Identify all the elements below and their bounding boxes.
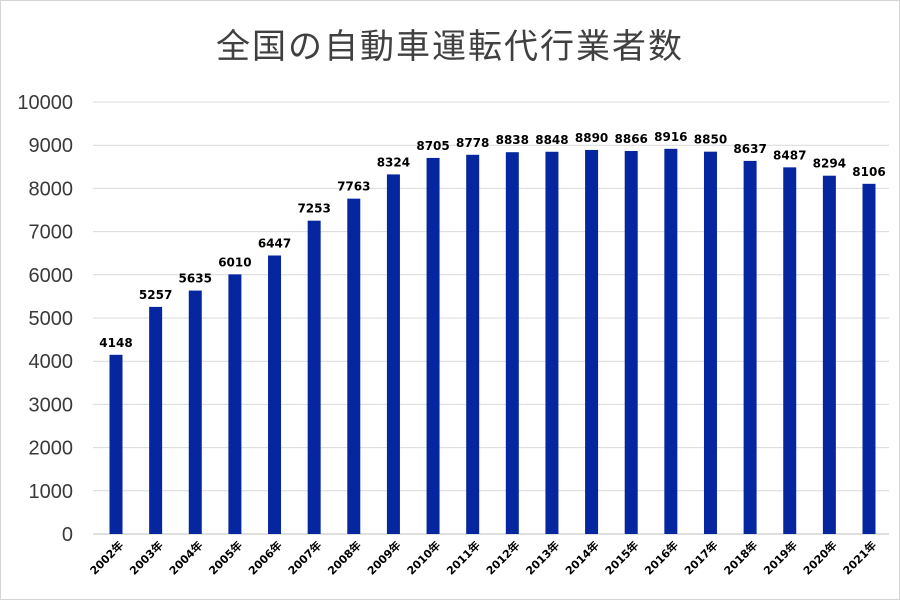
data-label: 8106: [852, 165, 885, 179]
x-tick-label: 2013年: [523, 538, 562, 577]
data-label: 8866: [615, 132, 648, 146]
data-label: 8850: [694, 133, 727, 147]
data-label: 5257: [139, 288, 172, 302]
x-tick-label: 2015年: [602, 538, 641, 577]
bar: [466, 154, 480, 534]
x-tick-label: 2006年: [245, 538, 284, 577]
x-tick-label: 2004年: [166, 538, 205, 577]
y-tick-label: 6000: [29, 265, 74, 287]
x-tick-label: 2003年: [126, 538, 165, 577]
x-tick-label: 2011年: [443, 538, 482, 577]
x-tick-label: 2017年: [681, 538, 720, 577]
data-labels: 4148 5257 5635 6010 6447 7253 7763 8324 8705 8778…: [99, 130, 885, 350]
bar: [545, 151, 559, 534]
y-tick-label: 5000: [29, 308, 74, 330]
data-label: 7253: [297, 202, 330, 216]
y-tick-label: 10000: [17, 92, 73, 114]
y-axis-ticks: 0 1000 2000 3000 4000 5000 6000 7000 8000 9000 100…: [17, 92, 73, 546]
bar: [505, 152, 519, 534]
y-tick-label: 3000: [29, 394, 74, 416]
x-tick-label: 2012年: [483, 538, 522, 577]
data-label: 8324: [377, 155, 410, 169]
y-tick-label: 2000: [29, 438, 74, 460]
x-tick-label: 2007年: [285, 538, 324, 577]
x-tick-label: 2021年: [840, 538, 879, 577]
y-tick-label: 1000: [29, 481, 74, 503]
x-tick-label: 2008年: [325, 538, 364, 577]
x-tick-label: 2005年: [206, 538, 245, 577]
bar: [783, 167, 797, 534]
x-tick-label: 2018年: [721, 538, 760, 577]
data-label: 8637: [733, 142, 766, 156]
x-tick-label: 2020年: [800, 538, 839, 577]
y-tick-label: 4000: [29, 351, 74, 373]
data-label: 8916: [654, 130, 687, 144]
data-label: 8838: [496, 133, 529, 147]
data-label: 4148: [99, 336, 132, 350]
gridlines: [93, 101, 889, 535]
bar: [307, 220, 321, 534]
bar: [862, 183, 876, 534]
data-label: 6447: [258, 236, 291, 250]
bar: [822, 175, 836, 534]
bar: [228, 274, 242, 534]
data-label: 8705: [416, 139, 449, 153]
data-label: 8487: [773, 148, 806, 162]
y-tick-label: 9000: [29, 135, 74, 157]
bar: [664, 148, 678, 534]
x-tick-label: 2014年: [562, 538, 601, 577]
data-label: 8848: [535, 133, 568, 147]
bar: [109, 354, 123, 534]
chart-title: 全国の自動車運転代行業者数: [216, 27, 684, 67]
x-tick-label: 2009年: [364, 538, 403, 577]
data-label: 8778: [456, 136, 489, 150]
x-tick-label: 2016年: [642, 538, 681, 577]
data-label: 8890: [575, 131, 608, 145]
y-tick-label: 7000: [29, 222, 74, 244]
y-tick-label: 8000: [29, 178, 74, 200]
bar: [347, 198, 361, 534]
bar: [386, 174, 400, 534]
bar: [426, 157, 440, 534]
bar: [149, 306, 163, 534]
bar: [585, 149, 599, 534]
x-tick-label: 2019年: [761, 538, 800, 577]
bar: [188, 290, 202, 534]
y-tick-label: 0: [62, 524, 73, 546]
bar: [624, 150, 638, 534]
bar: [743, 160, 757, 535]
x-tick-label: 2002年: [87, 538, 126, 577]
data-label: 5635: [179, 272, 212, 286]
x-axis-ticks: 2002年 2003年 2004年 2005年 2006年 2007年 2008年 2009年…: [87, 538, 879, 577]
data-label: 6010: [218, 255, 251, 269]
bar: [268, 255, 282, 534]
data-label: 7763: [337, 180, 370, 194]
bar: [703, 151, 717, 534]
x-tick-label: 2010年: [404, 538, 443, 577]
bars: [109, 148, 876, 535]
data-label: 8294: [813, 157, 846, 171]
